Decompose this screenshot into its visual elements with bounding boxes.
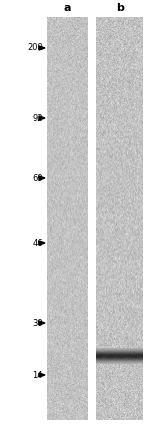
Text: 69: 69 — [32, 174, 43, 183]
Text: 200: 200 — [27, 44, 43, 52]
Polygon shape — [39, 116, 45, 120]
Text: 46: 46 — [32, 238, 43, 248]
Polygon shape — [39, 241, 45, 245]
Text: 92: 92 — [33, 113, 43, 123]
Polygon shape — [39, 321, 45, 325]
Polygon shape — [39, 176, 45, 180]
Text: a: a — [63, 3, 71, 13]
Polygon shape — [39, 46, 45, 50]
Text: 30: 30 — [32, 319, 43, 327]
Text: b: b — [116, 3, 124, 13]
Polygon shape — [39, 373, 45, 377]
Text: 14: 14 — [33, 371, 43, 379]
